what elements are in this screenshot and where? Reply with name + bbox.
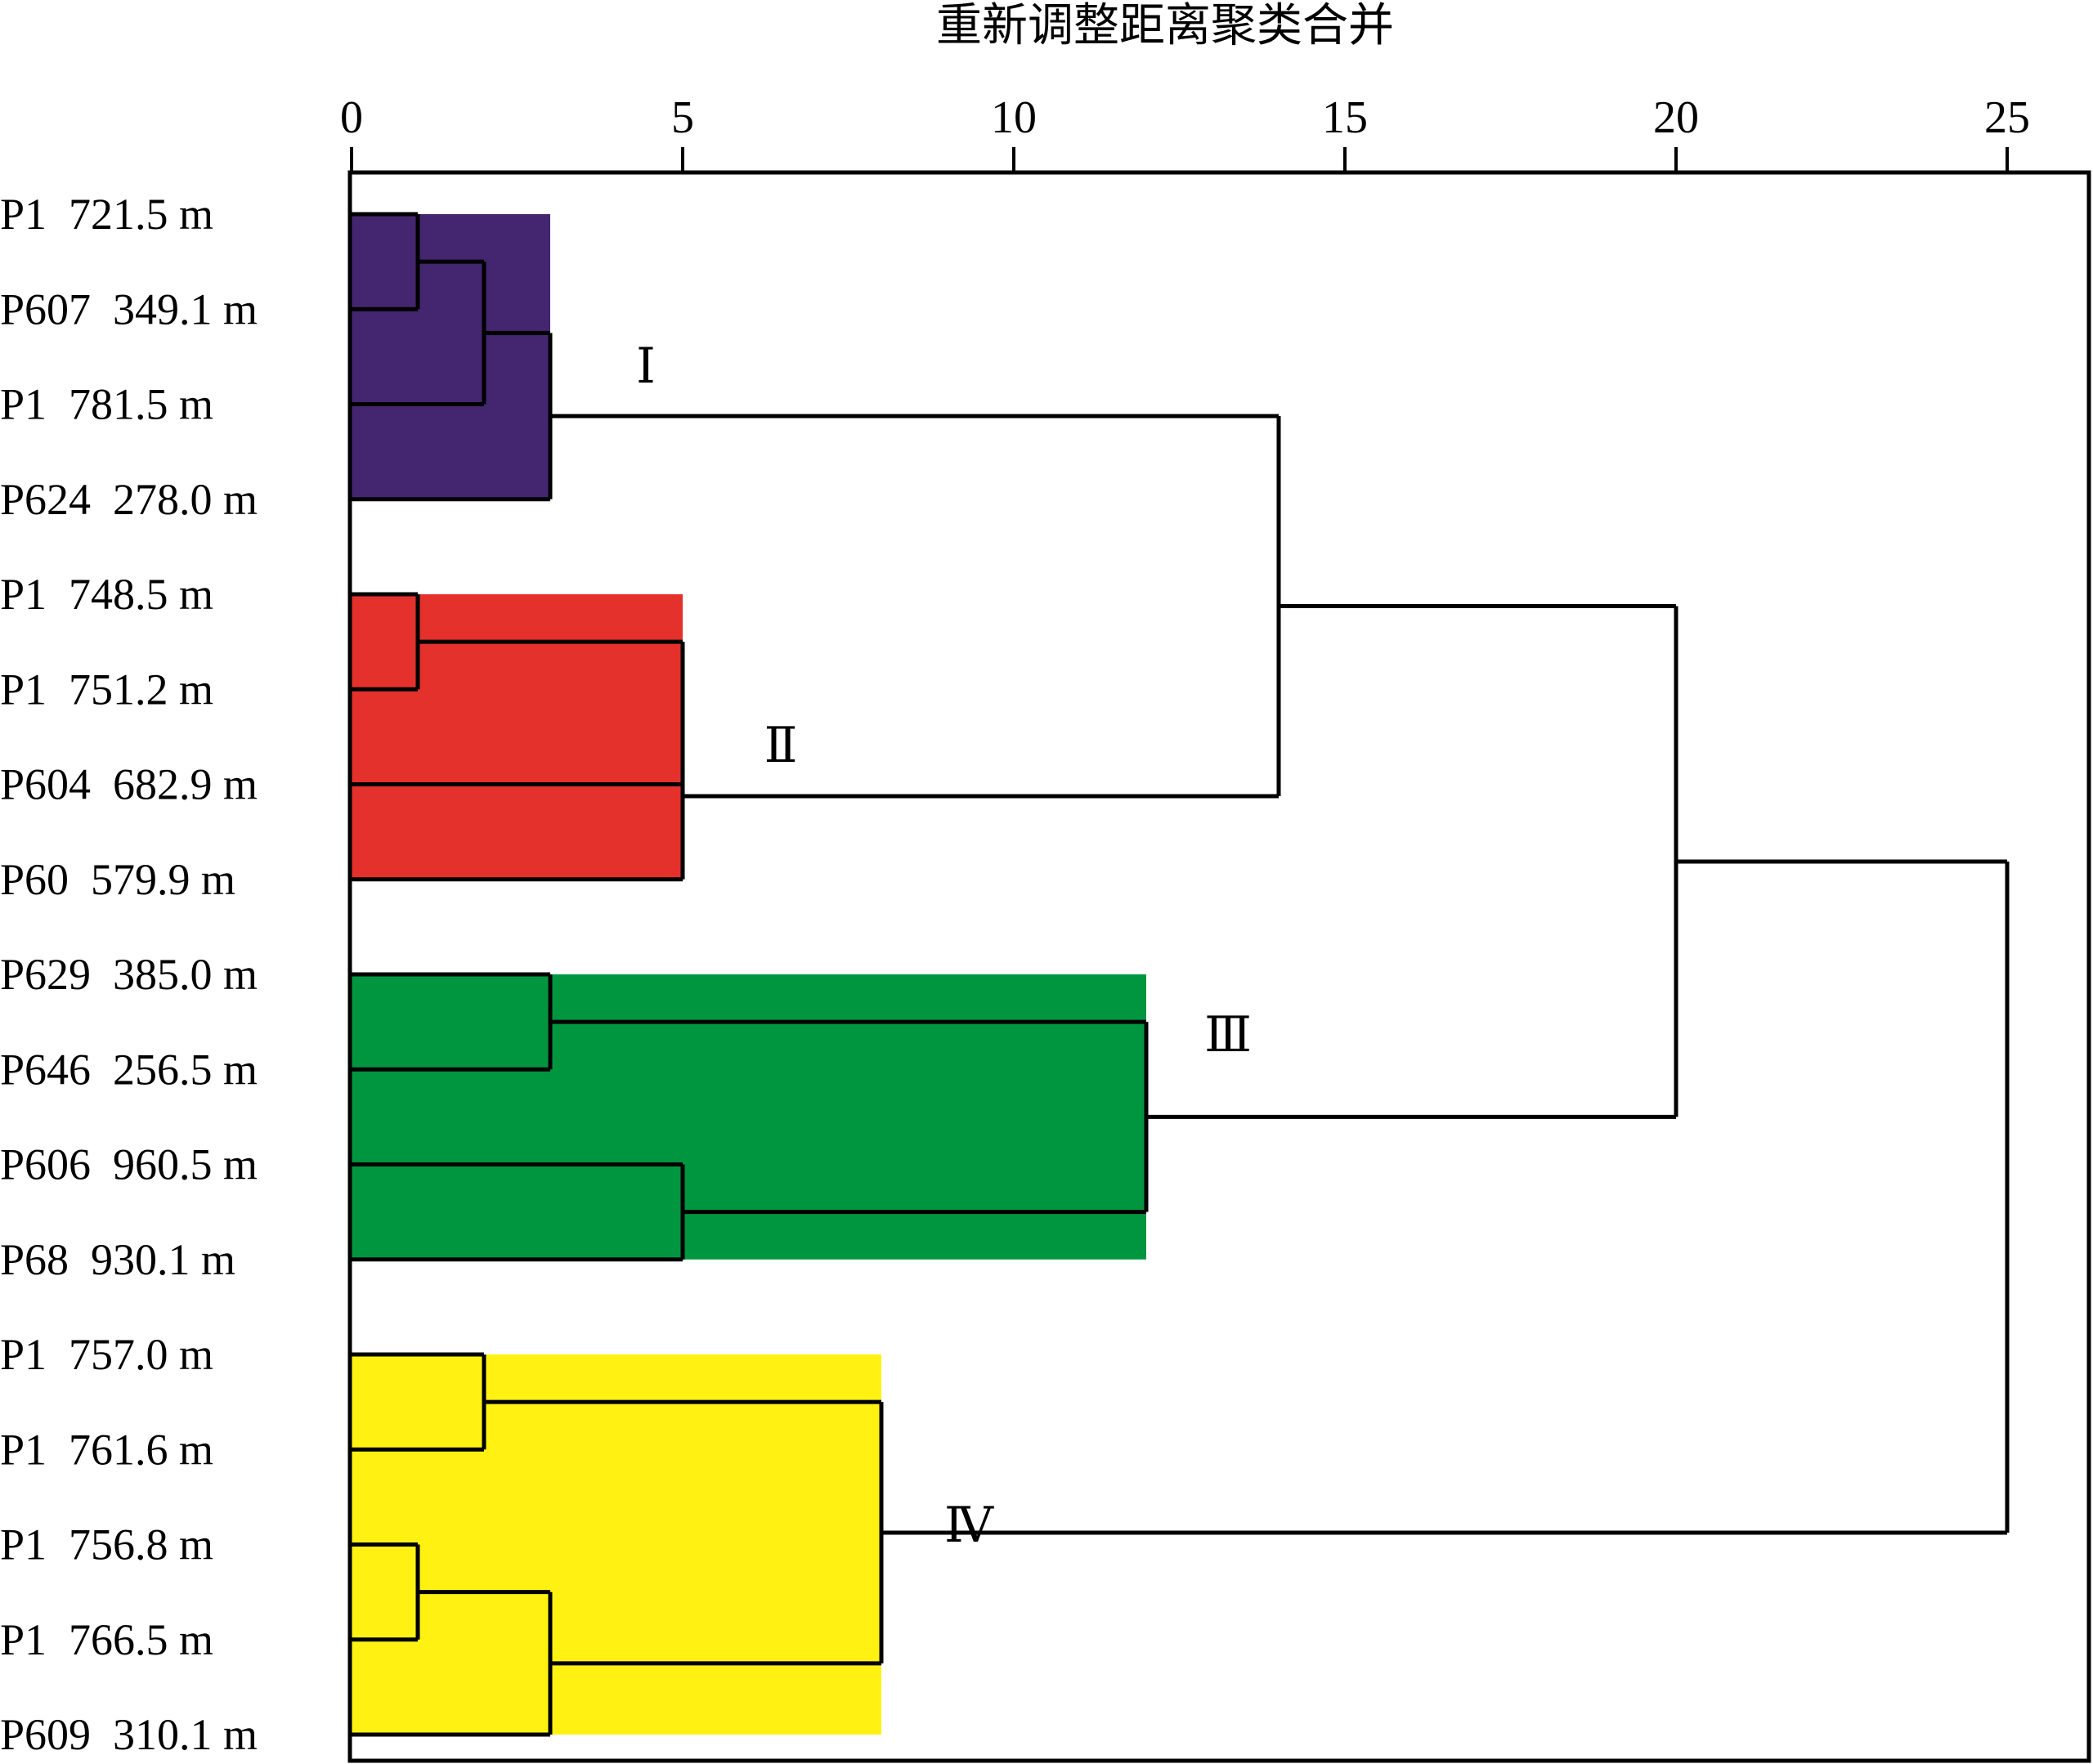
leaf-label-10: P606 960.5 m (0, 1140, 258, 1189)
leaf-label-8: P629 385.0 m (0, 950, 258, 999)
leaf-label-7: P60 579.9 m (0, 855, 235, 904)
tick-label-5: 25 (1984, 92, 2030, 143)
leaf-label-5: P1 751.2 m (0, 665, 213, 714)
leaf-label-6: P604 682.9 m (0, 760, 258, 809)
cluster-label-4: Ⅳ (944, 1498, 994, 1552)
leaf-label-14: P1 756.8 m (0, 1520, 213, 1569)
cluster-label-2: Ⅱ (764, 719, 798, 772)
leaf-label-1: P607 349.1 m (0, 284, 258, 334)
distance-axis: 0 5 10 15 20 25 (340, 92, 2030, 172)
cluster-fill-4 (352, 1354, 881, 1735)
leaf-label-9: P646 256.5 m (0, 1045, 258, 1094)
tick-label-4: 20 (1653, 92, 1699, 143)
leaf-label-15: P1 766.5 m (0, 1615, 213, 1664)
leaf-label-0: P1 721.5 m (0, 190, 213, 239)
tick-label-0: 0 (340, 92, 363, 143)
tick-label-2: 10 (991, 92, 1037, 143)
tick-label-3: 15 (1322, 92, 1368, 143)
cluster-fill-2 (352, 594, 683, 880)
leaf-label-11: P68 930.1 m (0, 1235, 235, 1284)
leaf-label-16: P609 310.1 m (0, 1710, 258, 1759)
cluster-fill-3 (352, 974, 1146, 1260)
tick-label-1: 5 (671, 92, 694, 143)
leaf-label-13: P1 761.6 m (0, 1425, 213, 1474)
leaf-labels: P1 721.5 m P607 349.1 m P1 781.5 m P624 278… (0, 190, 258, 1759)
leaf-label-12: P1 757.0 m (0, 1330, 213, 1379)
leaf-label-2: P1 781.5 m (0, 380, 213, 429)
cluster-labels: Ⅰ Ⅱ Ⅲ Ⅳ (636, 339, 1252, 1552)
plot-frame (347, 170, 2091, 1763)
chart-title: 重新调整距离聚类合并 (936, 1, 1394, 51)
leaf-label-4: P1 748.5 m (0, 570, 213, 619)
cluster-label-1: Ⅰ (636, 339, 656, 393)
leaf-label-3: P624 278.0 m (0, 475, 258, 524)
dendrogram-links (352, 212, 2010, 1737)
cluster-fill-1 (352, 214, 550, 499)
cluster-label-3: Ⅲ (1204, 1008, 1252, 1062)
